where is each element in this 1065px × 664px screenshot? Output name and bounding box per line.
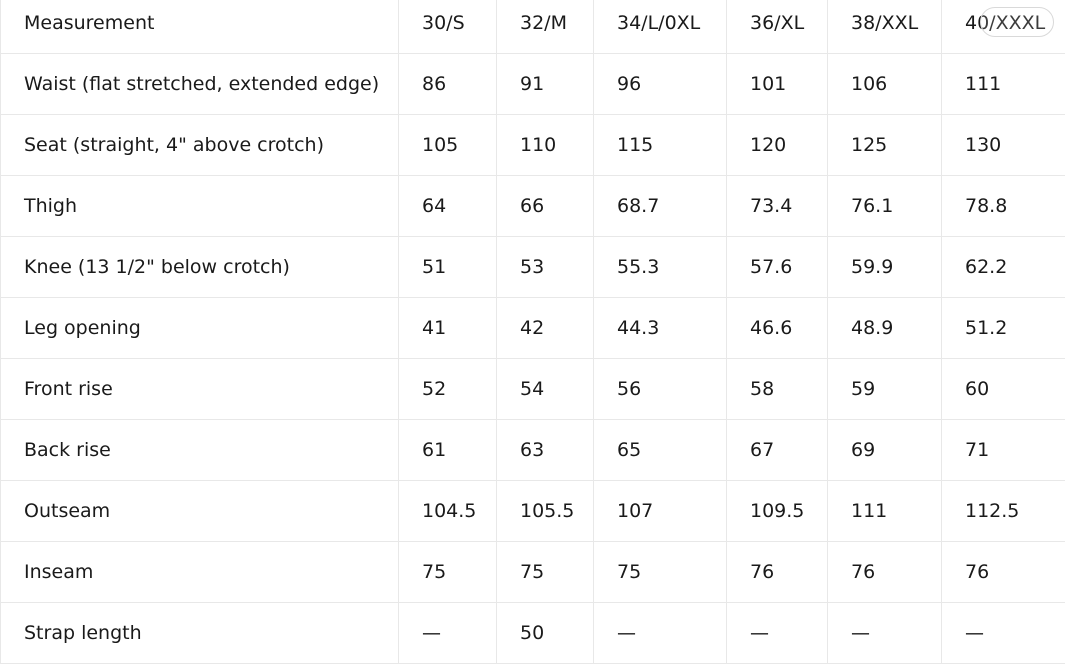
size-value-cell: 130 <box>942 115 1065 176</box>
overlay-pill-button[interactable] <box>980 7 1054 37</box>
size-value-cell: 76 <box>727 542 828 603</box>
size-value-cell: 78.8 <box>942 176 1065 237</box>
size-value-cell: 106 <box>828 54 942 115</box>
size-value-cell: 120 <box>727 115 828 176</box>
measurement-label-cell: Knee (13 1/2" below crotch) <box>1 237 399 298</box>
size-value-cell: 75 <box>594 542 727 603</box>
size-value-cell: 65 <box>594 420 727 481</box>
size-value-cell: 104.5 <box>399 481 497 542</box>
measurement-label-cell: Leg opening <box>1 298 399 359</box>
size-value-cell: — <box>594 603 727 664</box>
size-value-cell: 101 <box>727 54 828 115</box>
size-value-cell: 55.3 <box>594 237 727 298</box>
column-header: 32/M <box>497 0 594 54</box>
size-value-cell: 63 <box>497 420 594 481</box>
size-value-cell: 48.9 <box>828 298 942 359</box>
size-value-cell: 68.7 <box>594 176 727 237</box>
measurement-label-cell: Thigh <box>1 176 399 237</box>
measurement-label-cell: Outseam <box>1 481 399 542</box>
size-value-cell: — <box>828 603 942 664</box>
size-value-cell: 105.5 <box>497 481 594 542</box>
size-value-cell: 56 <box>594 359 727 420</box>
size-value-cell: 111 <box>942 54 1065 115</box>
size-value-cell: 58 <box>727 359 828 420</box>
size-value-cell: 51.2 <box>942 298 1065 359</box>
size-value-cell: 111 <box>828 481 942 542</box>
size-value-cell: 59.9 <box>828 237 942 298</box>
size-value-cell: 105 <box>399 115 497 176</box>
size-value-cell: 86 <box>399 54 497 115</box>
size-value-cell: 41 <box>399 298 497 359</box>
table-row: Strap length—50———— <box>1 603 1065 664</box>
measurement-label-cell: Strap length <box>1 603 399 664</box>
measurement-label-cell: Waist (flat stretched, extended edge) <box>1 54 399 115</box>
size-value-cell: — <box>942 603 1065 664</box>
size-value-cell: 59 <box>828 359 942 420</box>
column-header: 38/XXL <box>828 0 942 54</box>
size-value-cell: 64 <box>399 176 497 237</box>
column-header: Measurement <box>1 0 399 54</box>
size-value-cell: 46.6 <box>727 298 828 359</box>
size-value-cell: 60 <box>942 359 1065 420</box>
size-value-cell: 76.1 <box>828 176 942 237</box>
size-value-cell: 50 <box>497 603 594 664</box>
size-value-cell: 67 <box>727 420 828 481</box>
size-value-cell: 44.3 <box>594 298 727 359</box>
size-value-cell: 42 <box>497 298 594 359</box>
size-value-cell: 76 <box>942 542 1065 603</box>
size-value-cell: 66 <box>497 176 594 237</box>
size-value-cell: 62.2 <box>942 237 1065 298</box>
measurement-label-cell: Front rise <box>1 359 399 420</box>
size-value-cell: 57.6 <box>727 237 828 298</box>
size-value-cell: 51 <box>399 237 497 298</box>
column-header: 36/XL <box>727 0 828 54</box>
size-value-cell: 71 <box>942 420 1065 481</box>
size-value-cell: — <box>399 603 497 664</box>
size-value-cell: 61 <box>399 420 497 481</box>
column-header: 34/L/0XL <box>594 0 727 54</box>
size-value-cell: 109.5 <box>727 481 828 542</box>
column-header: 30/S <box>399 0 497 54</box>
size-value-cell: 112.5 <box>942 481 1065 542</box>
measurement-label-cell: Seat (straight, 4" above crotch) <box>1 115 399 176</box>
size-value-cell: 110 <box>497 115 594 176</box>
size-value-cell: 91 <box>497 54 594 115</box>
size-value-cell: 107 <box>594 481 727 542</box>
size-value-cell: 115 <box>594 115 727 176</box>
measurement-label-cell: Back rise <box>1 420 399 481</box>
size-value-cell: 52 <box>399 359 497 420</box>
measurement-label-cell: Inseam <box>1 542 399 603</box>
size-value-cell: 73.4 <box>727 176 828 237</box>
size-value-cell: 75 <box>497 542 594 603</box>
size-value-cell: 125 <box>828 115 942 176</box>
size-value-cell: 75 <box>399 542 497 603</box>
size-value-cell: 76 <box>828 542 942 603</box>
size-value-cell: 96 <box>594 54 727 115</box>
size-value-cell: — <box>727 603 828 664</box>
size-value-cell: 69 <box>828 420 942 481</box>
table-header-row: Measurement 30/S 32/M 34/L/0XL 36/XL 38/… <box>1 0 1065 54</box>
size-value-cell: 54 <box>497 359 594 420</box>
size-value-cell: 53 <box>497 237 594 298</box>
